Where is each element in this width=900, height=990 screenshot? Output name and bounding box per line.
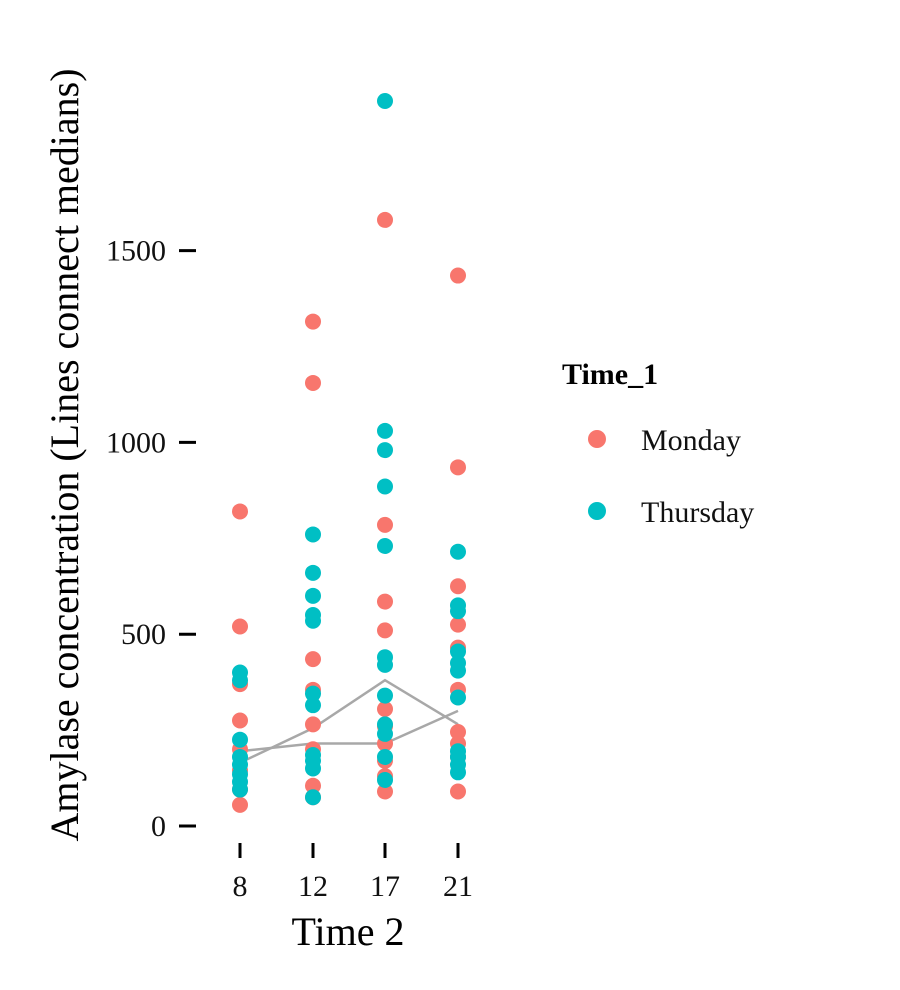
legend-key-thursday <box>588 502 606 520</box>
data-point-monday <box>305 651 321 668</box>
data-point-thursday <box>305 747 321 764</box>
median-lines <box>239 678 459 764</box>
x-axis-title: Time 2 <box>291 909 404 954</box>
data-point-monday <box>377 593 393 610</box>
y-tick-label: 1500 <box>106 235 166 268</box>
data-point-thursday <box>305 587 321 604</box>
data-point-thursday <box>377 649 393 666</box>
data-point-thursday <box>377 771 393 788</box>
data-point-thursday <box>305 526 321 543</box>
x-tick-label: 17 <box>370 870 400 903</box>
data-point-thursday <box>377 537 393 554</box>
data-points <box>232 92 466 813</box>
data-point-monday <box>450 783 466 800</box>
legend-label-monday: Monday <box>641 424 741 457</box>
data-point-thursday <box>377 716 393 733</box>
data-point-thursday <box>305 697 321 714</box>
data-point-monday <box>450 267 466 284</box>
data-point-monday <box>450 616 466 633</box>
data-point-thursday <box>377 748 393 765</box>
y-tick-label: 500 <box>121 618 166 651</box>
data-point-monday <box>377 701 393 718</box>
legend-label-thursday: Thursday <box>641 496 754 529</box>
data-point-thursday <box>232 731 248 748</box>
data-point-thursday <box>232 664 248 681</box>
data-point-monday <box>232 796 248 813</box>
data-point-thursday <box>450 643 466 660</box>
data-point-thursday <box>450 689 466 706</box>
data-point-monday <box>377 622 393 639</box>
data-point-thursday <box>305 564 321 581</box>
data-point-thursday <box>305 607 321 624</box>
data-point-monday <box>377 211 393 228</box>
x-tick-label: 21 <box>443 870 473 903</box>
data-point-thursday <box>232 748 248 765</box>
data-point-monday <box>450 578 466 595</box>
legend: Time_1 Monday Thursday <box>562 358 754 529</box>
data-point-monday <box>377 516 393 533</box>
median-line-thursday <box>239 678 459 764</box>
data-point-monday <box>450 724 466 741</box>
data-point-monday <box>232 618 248 635</box>
legend-title: Time_1 <box>562 358 658 391</box>
y-tick-label: 1000 <box>106 426 166 459</box>
y-tick-label: 0 <box>151 810 166 843</box>
data-point-monday <box>450 459 466 476</box>
data-point-monday <box>305 313 321 330</box>
data-point-thursday <box>450 543 466 560</box>
data-point-monday <box>305 716 321 733</box>
median-line-monday <box>239 709 459 753</box>
data-point-thursday <box>450 597 466 614</box>
data-point-thursday <box>305 789 321 806</box>
data-point-monday <box>232 503 248 520</box>
data-point-thursday <box>377 478 393 495</box>
data-point-thursday <box>377 92 393 109</box>
legend-key-monday <box>588 430 606 448</box>
x-tick-label: 12 <box>298 870 328 903</box>
data-point-monday <box>377 783 393 800</box>
data-point-thursday <box>377 442 393 459</box>
x-axis: 8 12 17 21 <box>233 843 473 903</box>
data-point-thursday <box>450 654 466 671</box>
data-point-thursday <box>305 685 321 702</box>
y-axis: 0 500 1000 1500 <box>106 235 196 843</box>
data-point-thursday <box>450 743 466 760</box>
x-tick-label: 8 <box>233 870 248 903</box>
data-point-thursday <box>377 687 393 704</box>
data-point-thursday <box>377 422 393 439</box>
data-point-monday <box>232 712 248 729</box>
data-point-monday <box>305 374 321 391</box>
data-point-monday <box>305 777 321 794</box>
y-axis-title: Amylase concentration (Lines connect med… <box>42 68 87 841</box>
